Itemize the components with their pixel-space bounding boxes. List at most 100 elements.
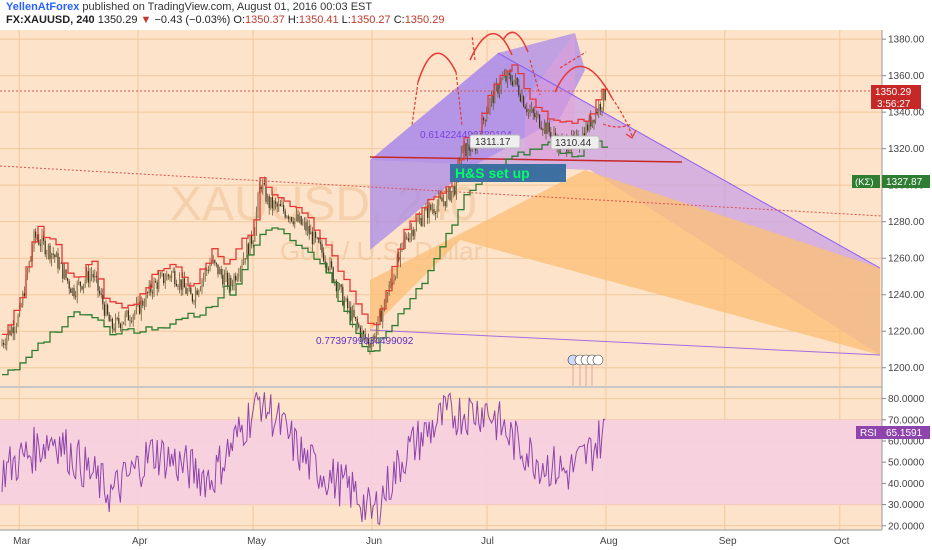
candle-body: [347, 298, 349, 309]
time-axis[interactable]: [0, 530, 932, 550]
rsi-value-tag: [882, 426, 930, 439]
orange-channel[interactable]: [370, 170, 880, 355]
head-arc-1[interactable]: [469, 33, 513, 61]
arrowhead-icon: [625, 129, 637, 139]
right-shoulder-zone[interactable]: [525, 33, 575, 160]
candle-body: [587, 124, 589, 131]
candle-body: [212, 260, 214, 263]
price-axis[interactable]: [882, 30, 932, 550]
candle-body: [199, 288, 201, 291]
candle-body: [59, 263, 61, 269]
hs-neckline[interactable]: [369, 156, 683, 163]
candle-body: [505, 74, 507, 82]
candle-body: [108, 314, 110, 322]
candle-body: [167, 274, 169, 277]
y-tick-label: 1320.00: [888, 144, 925, 155]
price-drawings: 0.614224496789104 0.7739799034499092 131…: [0, 31, 882, 386]
candle-body: [507, 72, 509, 82]
dotted-trendline[interactable]: [0, 165, 882, 217]
price-box-1[interactable]: [469, 134, 521, 149]
rsi-badge[interactable]: [856, 426, 882, 439]
candle-body: [345, 298, 347, 301]
channel-upper-line[interactable]: [497, 52, 881, 269]
candle-body: [353, 309, 355, 317]
candle-body: [465, 143, 467, 157]
candle-body: [62, 263, 64, 279]
candle-body: [470, 150, 472, 152]
candle-body: [38, 239, 40, 245]
candle-body: [255, 211, 257, 231]
candle-body: [30, 256, 32, 262]
ohlc-close-key: C:: [393, 14, 405, 26]
hs-callout-box[interactable]: [450, 164, 566, 182]
candle-body: [22, 293, 24, 306]
price-box-2-label: 1310.44: [555, 138, 592, 149]
right-shoulder-arc[interactable]: [554, 65, 613, 99]
candle-body: [399, 246, 401, 261]
candle-body: [260, 187, 262, 189]
price-box-2[interactable]: [550, 135, 600, 150]
candle-body: [103, 304, 105, 316]
candle-body: [161, 273, 163, 275]
candle-body: [236, 277, 238, 281]
event-marker-icon[interactable]: [592, 354, 604, 366]
candle-body: [119, 323, 121, 329]
candle-body: [262, 183, 264, 189]
candle-body: [73, 288, 75, 297]
candle-body: [153, 281, 155, 294]
candle-body: [249, 234, 251, 255]
candle-body: [495, 84, 497, 86]
candle-body: [547, 122, 549, 134]
candle-body: [590, 116, 592, 127]
ohlc-open-value: 1350.37: [245, 14, 285, 26]
channel-lower-line[interactable]: [369, 329, 881, 356]
candle-body: [230, 277, 232, 286]
candle-body: [531, 108, 533, 112]
candle-body: [443, 201, 445, 202]
candle-body: [387, 294, 389, 303]
candle-body: [459, 161, 461, 165]
indicator-badge[interactable]: [852, 175, 880, 188]
candle-body: [198, 290, 200, 295]
candle-body: [446, 192, 448, 207]
candle-body: [534, 112, 536, 118]
candle-body: [364, 334, 366, 339]
candle-body: [43, 235, 45, 241]
candle-body: [135, 304, 137, 312]
y-tick-label: 1340.00: [888, 108, 925, 119]
x-tick-label: Jun: [366, 536, 382, 547]
candle-body: [467, 144, 469, 157]
last-price-tag-label: 1350.29: [875, 87, 912, 98]
candle-body: [195, 290, 197, 302]
candle-body: [159, 274, 161, 278]
rsi-tick-label: 80.0000: [888, 394, 925, 405]
candle-body: [499, 88, 501, 94]
candle-body: [175, 284, 177, 287]
change-value: −0.43 (−0.03%): [154, 14, 231, 26]
author-link[interactable]: YellenAtForex: [6, 1, 80, 13]
candle-body: [420, 217, 422, 226]
head-arc-2[interactable]: [502, 31, 529, 53]
left-shoulder-arc[interactable]: [417, 52, 457, 83]
candle-body: [595, 111, 597, 123]
candle-body: [204, 269, 206, 277]
x-tick-label: Aug: [600, 536, 618, 547]
candle-body: [348, 306, 350, 309]
ohlc-low-key: L:: [341, 14, 351, 26]
symbol-label[interactable]: FX:XAUUSD, 240: [6, 14, 95, 26]
y-tick-label: 1380.00: [888, 35, 925, 46]
fib-label-top: 0.614224496789104: [420, 130, 512, 141]
candle-body: [94, 275, 96, 278]
panel-separator[interactable]: [0, 386, 932, 388]
candle-body: [374, 336, 376, 339]
candle-body: [339, 284, 341, 290]
candle-body: [75, 296, 77, 298]
event-markers[interactable]: [567, 354, 604, 386]
candle-body: [417, 219, 419, 222]
candle-body: [419, 217, 421, 220]
candle-body: [268, 196, 270, 208]
candle-body: [107, 304, 109, 315]
candle-body: [169, 276, 171, 278]
candle-body: [131, 320, 133, 322]
